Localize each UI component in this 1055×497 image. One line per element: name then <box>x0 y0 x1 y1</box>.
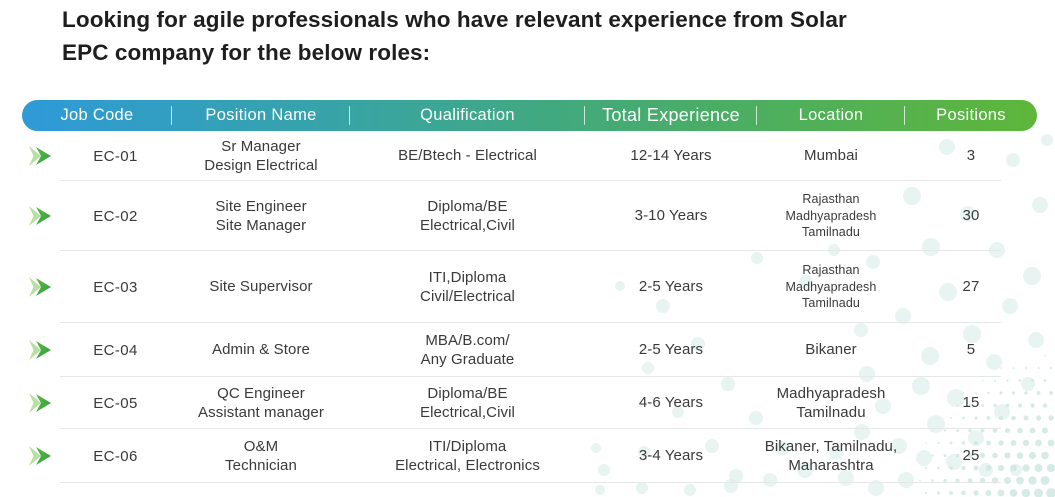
qualification-cell: ITI/Diploma Electrical, Electronics <box>395 437 540 475</box>
column-header-position-name: Position Name <box>172 100 350 131</box>
experience-cell: 2-5 Years <box>638 278 704 296</box>
double-chevron-right-icon <box>29 206 51 226</box>
double-chevron-right-icon <box>29 277 51 297</box>
row-arrow-icon <box>27 145 59 167</box>
experience-cell: 12-14 Years <box>630 147 712 165</box>
job-code: EC-03 <box>93 278 138 296</box>
position-cell: Sr Manager Design Electrical <box>204 137 318 175</box>
positions-count-cell: 25 <box>962 447 980 465</box>
job-code-cell: EC-06 <box>22 445 172 467</box>
job-code-cell: EC-01 <box>22 145 172 167</box>
experience-cell: 4-6 Years <box>638 394 704 412</box>
qualification-cell: MBA/B.com/ Any Graduate <box>420 331 515 369</box>
location-cell: Rajasthan Madhyapradesh Tamilnadu <box>785 262 877 311</box>
location-cell: Rajasthan Madhyapradesh Tamilnadu <box>785 191 877 240</box>
double-chevron-right-icon <box>29 393 51 413</box>
experience-cell: 3-10 Years <box>634 207 708 225</box>
experience-cell: 2-5 Years <box>638 341 704 359</box>
positions-count-cell: 30 <box>962 207 980 225</box>
row-arrow-icon <box>27 445 59 467</box>
row-arrow-icon <box>27 339 59 361</box>
table-header-row: Job Code Position Name Qualification Tot… <box>22 100 1037 131</box>
table-row: EC-02 Site Engineer Site Manager Diploma/B… <box>22 181 1037 251</box>
column-header-total-experience: Total Experience <box>585 100 757 131</box>
column-header-positions: Positions <box>936 106 1006 124</box>
column-header-job-code: Job Code <box>22 100 172 131</box>
positions-count-cell: 3 <box>966 147 976 165</box>
job-code-cell: EC-04 <box>22 339 172 361</box>
qualification-cell: Diploma/BE Electrical,Civil <box>420 197 515 235</box>
positions-count-cell: 27 <box>962 278 980 296</box>
table-row: EC-01 Sr Manager Design Electrical BE/Btec… <box>22 131 1037 181</box>
position-cell: Admin & Store <box>211 341 310 359</box>
row-arrow-icon <box>27 205 59 227</box>
position-cell: Site Supervisor <box>209 278 313 296</box>
qualification-cell: BE/Btech - Electrical <box>398 147 537 165</box>
page-title: Looking for agile professionals who have… <box>62 7 847 65</box>
job-code-cell: EC-05 <box>22 392 172 414</box>
job-code-cell: EC-02 <box>22 205 172 227</box>
double-chevron-right-icon <box>29 146 51 166</box>
row-arrow-icon <box>27 392 59 414</box>
positions-count-cell: 5 <box>966 341 976 359</box>
table-row: EC-06 O&M Technician ITI/Diploma Electrica… <box>22 429 1037 483</box>
job-code: EC-04 <box>93 341 138 359</box>
location-cell: Madhyapradesh Tamilnadu <box>776 384 886 422</box>
position-cell: QC Engineer Assistant manager <box>198 384 324 422</box>
table-row: EC-03 Site Supervisor ITI,Diploma Civil/El… <box>22 251 1037 323</box>
double-chevron-right-icon <box>29 340 51 360</box>
position-cell: Site Engineer Site Manager <box>215 197 307 235</box>
job-code: EC-02 <box>93 207 138 225</box>
jobs-table: Job Code Position Name Qualification Tot… <box>22 100 1037 483</box>
job-code: EC-06 <box>93 447 138 465</box>
table-row: EC-04 Admin & Store MBA/B.com/ Any Graduat… <box>22 323 1037 377</box>
row-arrow-icon <box>27 276 59 298</box>
double-chevron-right-icon <box>29 446 51 466</box>
job-code: EC-01 <box>93 147 138 165</box>
position-cell: O&M Technician <box>225 437 297 475</box>
column-header-location: Location <box>757 100 905 131</box>
table-body: EC-01 Sr Manager Design Electrical BE/Btec… <box>22 131 1037 483</box>
qualification-cell: Diploma/BE Electrical,Civil <box>420 384 515 422</box>
experience-cell: 3-4 Years <box>638 447 704 465</box>
location-cell: Bikaner <box>805 341 857 359</box>
location-cell: Mumbai <box>804 147 858 165</box>
job-code-cell: EC-03 <box>22 276 172 298</box>
column-header-qualification: Qualification <box>350 100 585 131</box>
qualification-cell: ITI,Diploma Civil/Electrical <box>420 268 515 306</box>
job-code: EC-05 <box>93 394 138 412</box>
positions-count-cell: 15 <box>962 394 980 412</box>
table-row: EC-05 QC Engineer Assistant manager Diplom… <box>22 377 1037 429</box>
location-cell: Bikaner, Tamilnadu, Maharashtra <box>764 437 898 475</box>
